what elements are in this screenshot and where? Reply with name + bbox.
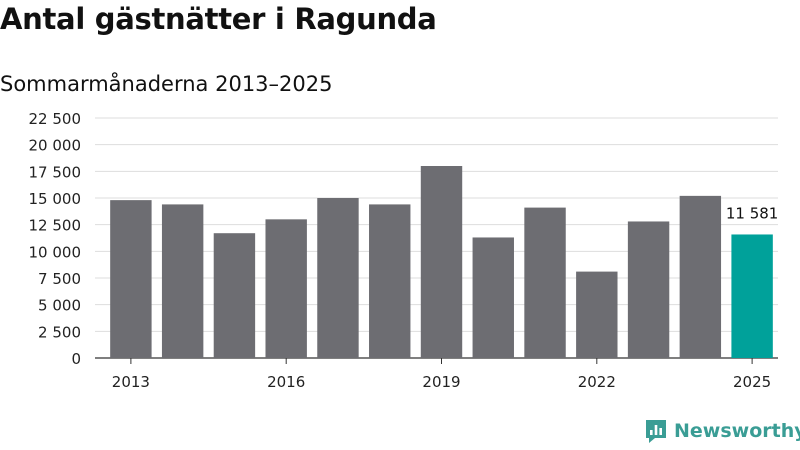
bar-2018 (369, 204, 411, 358)
chart-subtitle: Sommarmånaderna 2013–2025 (0, 72, 333, 96)
data-label-2025: 11 581 (726, 204, 779, 222)
bar-2023 (627, 221, 670, 358)
y-tick-label: 20 000 (29, 137, 82, 155)
brand-logo[interactable]: Newsworthy (644, 418, 800, 444)
bar-2021 (524, 207, 566, 358)
chart-title: Antal gästnätter i Ragunda (0, 2, 437, 36)
bar-2013 (110, 200, 152, 358)
x-tick-label: 2025 (733, 373, 771, 391)
bar-2017 (317, 198, 359, 358)
bar-2016 (265, 219, 307, 358)
bar-2025 (731, 234, 773, 358)
y-tick-label: 7 500 (38, 270, 81, 288)
y-tick-label: 0 (71, 350, 81, 368)
bar-2015 (213, 233, 256, 358)
bar-2024 (679, 195, 722, 358)
newsworthy-logo-icon (646, 420, 666, 443)
bar-2019 (420, 166, 463, 358)
y-tick-label: 22 500 (29, 110, 82, 128)
bars (110, 166, 773, 358)
bar-2022 (576, 271, 618, 358)
y-tick-label: 17 500 (29, 163, 82, 181)
y-tick-label: 5 000 (38, 297, 81, 315)
brand-name: Newsworthy (674, 420, 800, 442)
x-tick-label: 2019 (422, 373, 460, 391)
labels: 0 2 500 5 000 7 500 10 000 12 500 15 000 17 500… (29, 110, 779, 391)
bar-2020 (472, 237, 514, 358)
x-tick-label: 2022 (578, 373, 616, 391)
bar-2014 (161, 204, 204, 358)
y-tick-label: 10 000 (29, 243, 82, 261)
y-tick-label: 15 000 (29, 190, 82, 208)
x-tick-label: 2016 (267, 373, 305, 391)
y-tick-label: 2 500 (38, 323, 81, 341)
x-tick-label: 2013 (112, 373, 150, 391)
y-tick-label: 12 500 (29, 217, 82, 235)
